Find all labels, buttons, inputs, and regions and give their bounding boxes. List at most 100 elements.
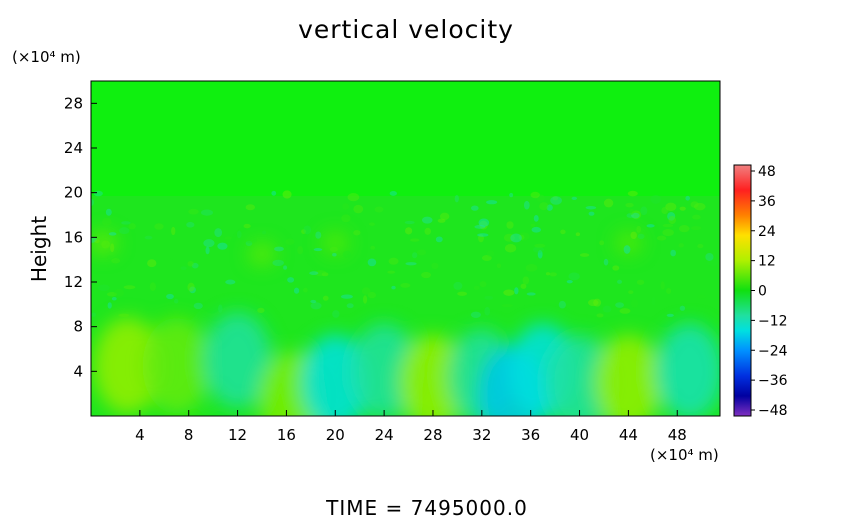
field-speck	[342, 203, 350, 210]
field-speck	[678, 225, 690, 233]
field-speck	[552, 195, 559, 201]
colorbar-gradient	[733, 164, 752, 417]
field-speck	[628, 290, 634, 295]
field-speck	[510, 233, 522, 243]
field-speck	[106, 292, 117, 297]
field-speck	[593, 298, 602, 307]
field-speck	[690, 226, 702, 231]
field-speck	[612, 265, 620, 271]
x-tick-label: 48	[668, 426, 687, 444]
field-speck	[421, 271, 432, 279]
field-speck	[662, 223, 674, 228]
field-speck	[174, 298, 179, 304]
field-speck	[341, 214, 351, 223]
field-speck	[189, 286, 196, 294]
field-speck	[636, 279, 645, 285]
field-speck	[322, 295, 329, 301]
field-speck	[693, 202, 706, 211]
field-region	[142, 317, 211, 414]
field-speck	[665, 202, 677, 212]
x-tick-label: 32	[472, 426, 491, 444]
field-speck	[91, 198, 94, 207]
field-speck	[637, 233, 645, 240]
field-speck	[310, 299, 317, 304]
plot-frame	[90, 80, 721, 417]
field-speck	[530, 191, 540, 199]
field-speck	[391, 285, 396, 290]
field-speck	[646, 224, 655, 228]
field-speck	[340, 294, 353, 299]
field-speck	[470, 311, 481, 318]
field-speck	[410, 238, 420, 242]
y-tick-label: 8	[73, 318, 83, 336]
field-speck	[678, 243, 684, 248]
field-speck	[412, 252, 418, 259]
x-tick-label: 20	[326, 426, 345, 444]
field-speck	[453, 281, 463, 290]
y-axis: 4 8 12 16 20 24 28	[64, 94, 97, 380]
field-speck	[525, 264, 538, 272]
field-speck	[479, 220, 488, 230]
field-speck	[539, 202, 549, 211]
field-speck	[149, 282, 156, 291]
x-tick-label: 16	[277, 426, 296, 444]
field-speck	[545, 272, 551, 276]
field-speck	[94, 239, 100, 244]
field-speck	[332, 253, 337, 257]
field-speck	[602, 305, 612, 313]
field-speck	[486, 200, 498, 205]
field-speck	[506, 221, 514, 229]
field-speck	[91, 236, 97, 243]
field-speck	[537, 250, 543, 259]
field-speck	[588, 299, 599, 307]
field-speck	[626, 213, 635, 218]
field-speck	[114, 288, 124, 297]
field-speck	[105, 208, 112, 216]
field-speck	[342, 250, 352, 259]
field-speck	[518, 234, 525, 241]
field-speck	[367, 258, 377, 267]
field-speck	[123, 285, 136, 290]
field-speck	[667, 212, 676, 221]
field-speck	[520, 283, 527, 289]
field-region	[91, 230, 118, 255]
field-speck	[283, 265, 288, 270]
field-speck	[346, 303, 354, 309]
field-region	[614, 230, 643, 255]
field-speck	[697, 294, 707, 299]
field-speck	[108, 232, 117, 236]
field-speck	[315, 231, 322, 239]
field-speck	[97, 284, 110, 292]
field-speck	[285, 238, 295, 245]
field-speck	[271, 190, 277, 196]
field-speck	[282, 190, 292, 199]
field-speck	[119, 280, 128, 285]
field-speck	[668, 215, 676, 225]
field-speck	[91, 312, 96, 317]
field-speck	[579, 253, 590, 257]
field-speck	[522, 276, 530, 285]
field-speck	[388, 257, 399, 265]
field-region	[398, 334, 467, 416]
field-speck	[111, 258, 121, 264]
y-tick-label: 16	[64, 228, 83, 246]
field-speck	[692, 214, 701, 220]
colorbar-ticks: 48 36 24 12 0 −12 −24 −36 −48	[751, 164, 788, 419]
field-speck	[650, 194, 662, 204]
field-speck	[558, 300, 566, 309]
field-speck	[478, 233, 484, 243]
field-speck	[203, 239, 215, 248]
time-footer: TIME = 7495000.0	[325, 496, 528, 519]
field-speck	[293, 287, 300, 294]
field-speck	[514, 287, 519, 295]
field-speck	[518, 232, 530, 241]
field-speck	[603, 258, 609, 266]
field-speck	[224, 236, 233, 240]
field-speck	[454, 194, 459, 203]
field-speck	[303, 225, 312, 235]
field-speck	[536, 194, 545, 203]
field-speck	[245, 204, 256, 211]
field-speck	[389, 190, 397, 196]
field-speck	[481, 254, 492, 262]
